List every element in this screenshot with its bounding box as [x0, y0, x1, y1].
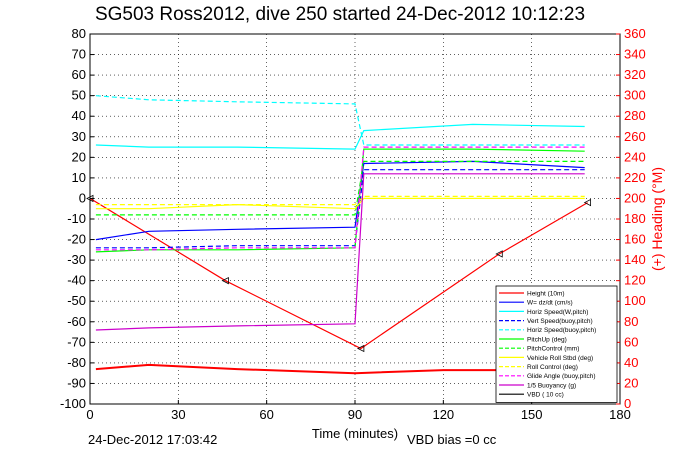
dive-marker: [221, 277, 229, 285]
y2-tick-label: 40: [624, 355, 638, 370]
y-tick-label: -50: [67, 293, 86, 308]
legend-label: Height (10m): [527, 290, 565, 297]
y-tick-label: 80: [72, 26, 86, 41]
legend-label: W= dz/dt (cm/s): [527, 300, 573, 307]
y2-tick-label: 340: [624, 47, 646, 62]
x-tick-label: 180: [609, 407, 631, 422]
legend-label: Roll Control (deg): [527, 364, 578, 371]
series-line: [95, 146, 585, 251]
y-tick-label: -20: [67, 232, 86, 247]
dive-marker: [495, 250, 503, 258]
x-tick-label: 0: [86, 407, 93, 422]
legend-label: Horiz Speed(buoy,pitch): [527, 327, 596, 334]
y2-tick-label: 0: [624, 396, 631, 411]
y-tick-label: -100: [60, 396, 86, 411]
y-tick-label: 20: [72, 149, 86, 164]
y2-tick-label: 260: [624, 129, 646, 144]
series-line: [95, 160, 585, 216]
series-line: [95, 173, 585, 331]
y-tick-label: 0: [79, 190, 86, 205]
y-tick-label: 30: [72, 129, 86, 144]
dive-marker: [356, 344, 365, 353]
series-line: [95, 95, 585, 146]
x-tick-label: 30: [171, 407, 185, 422]
x-tick-label: 90: [348, 407, 362, 422]
y-tick-label: -40: [67, 273, 86, 288]
legend: Height (10m) W= dz/dt (cm/s) Horiz Speed(W…: [495, 285, 618, 403]
legend-label: PitchUp (deg): [527, 336, 567, 343]
timestamp-label: 24-Dec-2012 17:03:42: [88, 432, 218, 447]
y-tick-label: 50: [72, 88, 86, 103]
y2-tick-label: 140: [624, 252, 646, 267]
y2-tick-label: 20: [624, 375, 638, 390]
y2-tick-label: 80: [624, 314, 638, 329]
y-tick-label: 40: [72, 108, 86, 123]
y2-tick-label: 240: [624, 149, 646, 164]
y2-tick-label: 160: [624, 232, 646, 247]
y2-tick-label: 60: [624, 334, 638, 349]
dive-marker: [583, 198, 592, 207]
right-axis-label: (+) Heading (°M): [649, 167, 665, 271]
x-tick-label: 150: [521, 407, 543, 422]
y2-tick-label: 320: [624, 67, 646, 82]
y2-tick-label: 100: [624, 293, 646, 308]
legend-label: Glide Angle (buoy,pitch): [527, 373, 596, 380]
series-line: [95, 197, 585, 210]
y2-tick-label: 200: [624, 190, 646, 205]
y-tick-label: 70: [72, 47, 86, 62]
legend-label: 1/5 Buoyancy (g): [527, 382, 576, 389]
y-tick-label: -80: [67, 355, 86, 370]
legend-label: VBD ( 10 cc): [527, 392, 564, 399]
y-tick-label: -30: [67, 252, 86, 267]
y-tick-label: -60: [67, 314, 86, 329]
y-tick-label: 60: [72, 67, 86, 82]
y-tick-label: -10: [67, 211, 86, 226]
y2-tick-label: 180: [624, 211, 646, 226]
vbd-bias-label: VBD bias =0 cc: [407, 432, 497, 447]
legend-label: PitchControl (mm): [527, 346, 579, 353]
y2-tick-label: 120: [624, 273, 646, 288]
legend-box: [495, 285, 618, 403]
series-line: [95, 148, 585, 253]
legend-label: Vehicle Roll Stbd (deg): [527, 355, 593, 362]
y-tick-label: 10: [72, 170, 86, 185]
x-tick-label: 120: [432, 407, 454, 422]
series-line: [89, 197, 588, 350]
x-tick-label: 60: [259, 407, 273, 422]
y2-tick-label: 220: [624, 170, 646, 185]
series-line: [95, 160, 585, 241]
axis-ticks: 0 30 60 90 120 150 18080706050403020100-10-20-…: [60, 26, 646, 422]
y-tick-label: -70: [67, 334, 86, 349]
chart-title: SG503 Ross2012, dive 250 started 24-Dec-…: [95, 4, 585, 25]
y2-tick-label: 280: [624, 108, 646, 123]
y2-tick-label: 300: [624, 88, 646, 103]
series-line: [95, 123, 585, 150]
legend-label: Horiz Speed(W,pitch): [527, 309, 588, 316]
y-tick-label: -90: [67, 375, 86, 390]
legend-label: Vert Speed(buoy,pitch): [527, 318, 593, 325]
series-line: [95, 195, 585, 206]
y2-tick-label: 360: [624, 26, 646, 41]
x-axis-label: Time (minutes): [312, 426, 398, 441]
